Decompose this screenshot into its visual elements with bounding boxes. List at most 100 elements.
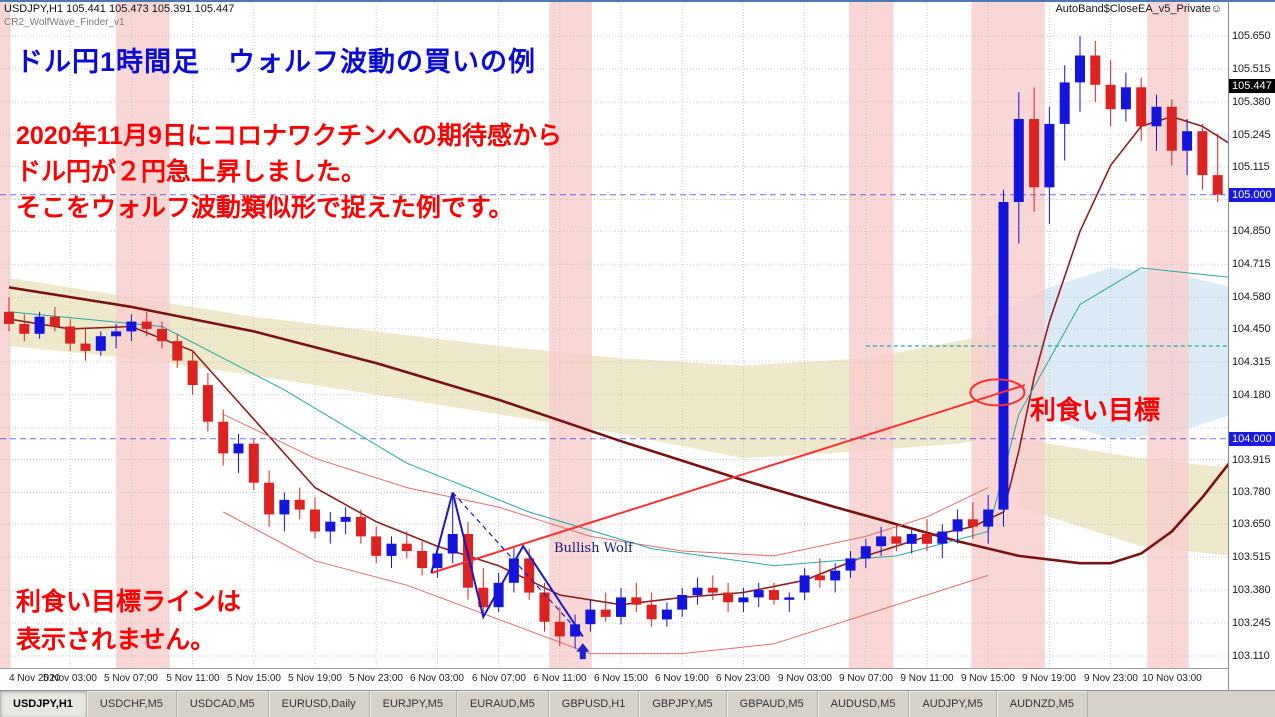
candle: [65, 319, 76, 351]
chart-tab-gbpusd-h1[interactable]: GBPUSD,H1: [549, 691, 640, 717]
chart-tab-gbpjpy-m5[interactable]: GBPJPY,M5: [639, 691, 727, 717]
candle: [325, 512, 336, 544]
price-axis-label: 105.515: [1232, 63, 1271, 75]
autoband-lower: [222, 511, 989, 655]
candle: [753, 582, 764, 608]
price-axis-label: 105.650: [1232, 30, 1271, 42]
time-axis-label: 6 Nov 03:00: [410, 673, 464, 684]
candle: [983, 494, 994, 544]
comment-line-2: ドル円が２円急上昇しました。: [16, 158, 367, 186]
candle: [340, 507, 351, 534]
candle: [967, 502, 978, 539]
session-band: [849, 0, 894, 668]
chart-tab-eurusd-daily[interactable]: EURUSD,Daily: [269, 691, 370, 717]
candle: [80, 328, 91, 361]
time-axis-label: 9 Nov 15:00: [961, 673, 1015, 684]
candle: [1059, 65, 1070, 161]
chart-tab-usdjpy-h1[interactable]: USDJPY,H1: [0, 691, 87, 717]
price-axis-label: 103.780: [1232, 486, 1271, 498]
chart-tab-audnzd-m5[interactable]: AUDNZD,M5: [997, 691, 1088, 717]
candle: [922, 519, 932, 551]
comment-line-3: そこをウォルフ波動類似形で捉えた例です。: [16, 194, 514, 222]
candle: [1136, 77, 1147, 141]
candle: [478, 568, 489, 617]
indicator-name-label: CR2_WolfWave_Finder_v1: [4, 17, 125, 28]
candle: [1013, 92, 1024, 244]
candle: [19, 314, 30, 342]
candle: [202, 372, 213, 432]
candle: [677, 587, 688, 617]
candle: [1090, 40, 1101, 102]
candle: [141, 311, 152, 337]
buy-arrow-icon: [576, 643, 590, 660]
time-axis-label: 9 Nov 23:00: [1084, 673, 1138, 684]
price-axis-label: 105.380: [1232, 96, 1271, 108]
candle: [1166, 99, 1177, 166]
candle: [95, 331, 106, 356]
time-axis-label: 6 Nov 23:00: [716, 673, 770, 684]
comment-line-1: 2020年11月9日にコロナワクチンへの期待感から: [16, 122, 562, 150]
candle: [906, 529, 917, 554]
candle: [111, 324, 122, 349]
chart-tab-gbpaud-m5[interactable]: GBPAUD,M5: [727, 691, 818, 717]
candle: [707, 575, 718, 600]
session-band: [549, 0, 592, 668]
wolfe-zigzag: [430, 492, 584, 638]
candle: [952, 509, 963, 544]
candle: [417, 541, 428, 576]
candle: [1212, 133, 1223, 202]
chart-plot[interactable]: USDJPY,H1 105.441 105.473 105.391 105.44…: [0, 0, 1228, 668]
candle: [600, 592, 611, 622]
candle: [279, 492, 290, 532]
chart-tab-eurjpy-m5[interactable]: EURJPY,M5: [370, 691, 457, 717]
candle: [310, 497, 320, 539]
candle: [386, 536, 397, 569]
candle: [830, 563, 841, 593]
level-104-badge: 104.000: [1229, 432, 1275, 446]
candle: [126, 314, 137, 342]
time-axis[interactable]: 4 Nov 2020 5 Nov 03:00 5 Nov 07:00 5 Nov 11…: [0, 668, 1228, 690]
candle: [248, 438, 259, 490]
candle: [233, 433, 244, 473]
chart-tab-euraud-m5[interactable]: EURAUD,M5: [457, 691, 549, 717]
candle: [631, 582, 642, 613]
price-chart-canvas[interactable]: [0, 0, 1228, 668]
price-axis-label: 104.850: [1232, 225, 1271, 237]
time-axis-label: 5 Nov 07:00: [104, 673, 158, 684]
objects-layer: [430, 378, 1026, 660]
price-axis-label: 104.580: [1232, 291, 1271, 303]
candle: [814, 558, 825, 588]
time-axis-label: 9 Nov 11:00: [900, 673, 954, 684]
candle: [493, 573, 504, 613]
price-axis-label: 104.715: [1232, 258, 1271, 270]
time-axis-label: 5 Nov 11:00: [166, 673, 220, 684]
price-axis-label: 105.115: [1232, 161, 1270, 173]
kijun-teal: [8, 267, 1228, 567]
candle: [218, 409, 229, 466]
price-axis[interactable]: 105.650 105.515 105.380 105.245 105.115 104.8…: [1228, 0, 1275, 690]
chart-tab-audusd-m5[interactable]: AUDUSD,M5: [818, 691, 910, 717]
chart-tab-audjpy-m5[interactable]: AUDJPY,M5: [909, 691, 997, 717]
candle: [294, 487, 305, 520]
chart-tab-usdchf-m5[interactable]: USDCHF,M5: [87, 691, 177, 717]
chart-tab-usdcad-m5[interactable]: USDCAD,M5: [177, 691, 269, 717]
time-axis-label: 5 Nov 19:00: [288, 673, 342, 684]
candle: [585, 599, 596, 632]
candle: [723, 582, 734, 613]
bullish-wolf-label: Bullish Wolf: [554, 541, 633, 556]
time-axis-label: 10 Nov 03:00: [1142, 673, 1202, 684]
candle: [738, 587, 749, 613]
window-top-border: [0, 0, 1275, 2]
candle: [891, 524, 902, 551]
chart-tab-bar: USDJPY,H1 USDCHF,M5 USDCAD,M5 EURUSD,Daily E…: [0, 690, 1275, 717]
time-axis-label: 5 Nov 03:00: [43, 673, 97, 684]
price-axis-label: 104.450: [1232, 323, 1271, 335]
kumo-khaki-right: [1018, 438, 1228, 556]
candle: [539, 582, 550, 632]
time-axis-label: 6 Nov 07:00: [472, 673, 526, 684]
time-axis-label: 9 Nov 03:00: [778, 673, 832, 684]
wolfe-target-line: [430, 384, 1026, 574]
candle: [845, 551, 856, 578]
candle: [355, 509, 366, 544]
price-axis-label: 103.245: [1232, 617, 1271, 629]
